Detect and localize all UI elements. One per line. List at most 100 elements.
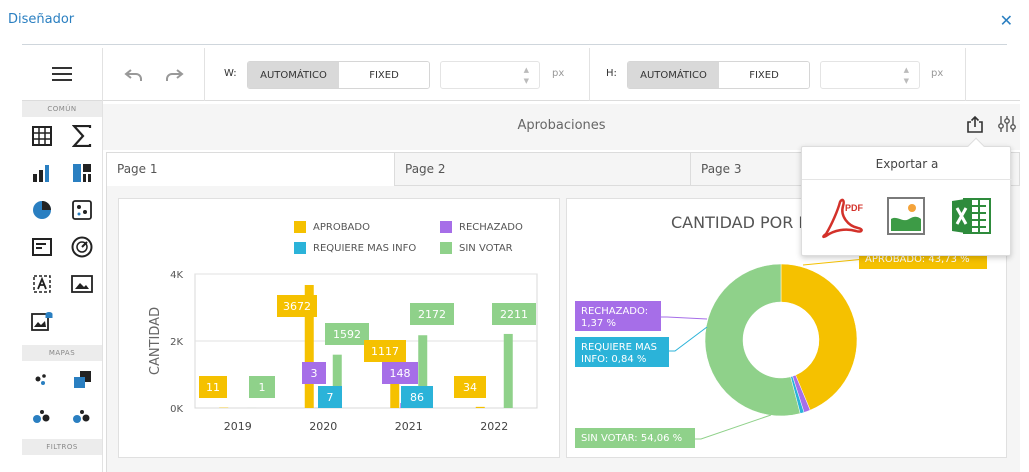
legend-swatch (440, 242, 452, 254)
text-box-icon[interactable] (22, 265, 62, 302)
slice-label: SIN VOTAR: 54,06 % (581, 433, 682, 444)
height-fixed-button[interactable]: FIXED (719, 62, 809, 88)
slice-label-box (575, 337, 669, 367)
excel-icon[interactable] (950, 196, 992, 236)
bound-image-icon[interactable] (22, 302, 62, 339)
legend-item-rechazado[interactable]: RECHAZADO (440, 221, 523, 233)
sidebar-divider (102, 101, 103, 472)
decrement-icon[interactable]: ▼ (903, 77, 909, 85)
image-export-icon[interactable] (887, 197, 925, 235)
toolbar-divider (204, 48, 205, 101)
width-mode-toggle: AUTOMÁTICO FIXED (247, 61, 430, 89)
dashboard-title-bar: Aprobaciones (103, 104, 1020, 150)
width-fixed-button[interactable]: FIXED (339, 62, 429, 88)
title-divider (22, 44, 1007, 45)
y-tick-label: 2K (170, 337, 183, 348)
data-label: 3672 (283, 300, 311, 313)
slice-label-box (575, 301, 661, 331)
height-input[interactable]: ▲ ▼ (820, 61, 920, 89)
height-mode-toggle: AUTOMÁTICO FIXED (627, 61, 810, 89)
bar (390, 370, 400, 408)
export-icon[interactable] (966, 115, 984, 133)
legend-item-aprobado[interactable]: APROBADO (294, 221, 370, 233)
width-automatic-button[interactable]: AUTOMÁTICO (248, 62, 339, 88)
section-header-filtros: FILTROS (22, 439, 102, 455)
pie-map-icon[interactable] (62, 398, 102, 435)
bar-chart-icon[interactable] (22, 154, 62, 191)
pie-chart-title: CANTIDAD POR E (671, 213, 809, 232)
width-input[interactable]: ▲ ▼ (440, 61, 540, 89)
legend-item-sin-votar[interactable]: SIN VOTAR (440, 242, 513, 254)
bar-chart-panel[interactable]: APROBADO RECHAZADO REQUIERE MAS INFO SIN… (118, 198, 560, 458)
sum-icon[interactable] (62, 117, 102, 154)
tab-page-2[interactable]: Page 2 (394, 152, 690, 186)
decrement-icon[interactable]: ▼ (523, 77, 529, 85)
grid-icon[interactable] (22, 117, 62, 154)
data-label: 2172 (418, 308, 446, 321)
data-label: 1117 (371, 345, 399, 358)
legend-swatch (294, 221, 306, 233)
y-tick-label: 0K (170, 404, 183, 415)
height-unit: px (931, 68, 944, 79)
data-label: 148 (390, 367, 411, 380)
data-label-box (318, 386, 342, 408)
image-icon[interactable] (62, 265, 102, 302)
card-icon[interactable] (22, 228, 62, 265)
y-tick-label: 4K (170, 270, 183, 281)
data-label: 86 (410, 391, 424, 404)
legend-swatch (294, 242, 306, 254)
x-tick-label: 2019 (224, 420, 252, 433)
data-label-box (410, 303, 454, 325)
data-label-box (382, 362, 418, 384)
x-tick-label: 2022 (480, 420, 508, 433)
scatter-icon[interactable] (62, 191, 102, 228)
dot-map-icon[interactable] (22, 361, 62, 398)
data-label: 1 (259, 381, 266, 394)
leader-line (669, 326, 708, 352)
bubble-map-icon[interactable] (22, 398, 62, 435)
legend-item-requiere[interactable]: REQUIERE MAS INFO (294, 242, 416, 254)
width-label: W: (224, 68, 237, 79)
gauge-icon[interactable] (62, 228, 102, 265)
data-label: 7 (327, 391, 334, 404)
undo-icon[interactable] (124, 67, 144, 83)
pie-chart-icon[interactable] (22, 191, 62, 228)
slice-label: RECHAZADO: (581, 306, 648, 317)
data-label-box (325, 323, 369, 345)
bar (304, 284, 314, 408)
item-toolbox: COMÚN (22, 101, 102, 472)
data-label-box (249, 376, 275, 398)
donut-slice (704, 263, 801, 417)
bar (475, 406, 485, 408)
bar (503, 333, 513, 408)
pdf-icon[interactable]: PDF (820, 196, 864, 240)
menu-icon[interactable] (52, 67, 72, 81)
choropleth-map-icon[interactable] (62, 361, 102, 398)
data-label-box (492, 303, 536, 325)
redo-icon[interactable] (164, 67, 184, 83)
export-popup-title: Exportar a (875, 157, 939, 171)
bar (418, 335, 428, 408)
legend-label: APROBADO (313, 221, 370, 233)
tab-page-1[interactable]: Page 1 (106, 152, 394, 186)
legend-swatch (440, 221, 452, 233)
height-automatic-button[interactable]: AUTOMÁTICO (628, 62, 719, 88)
legend-label: SIN VOTAR (459, 242, 513, 254)
increment-icon[interactable]: ▲ (523, 66, 529, 74)
close-icon[interactable]: ✕ (999, 11, 1013, 30)
window-titlebar: Diseñador ✕ (0, 0, 1029, 44)
section-header-mapas: MAPAS (22, 345, 102, 361)
increment-icon[interactable]: ▲ (903, 66, 909, 74)
data-label-box (302, 362, 326, 384)
legend-label: RECHAZADO (459, 221, 523, 233)
data-label-box (199, 376, 227, 398)
legend-label: REQUIERE MAS INFO (313, 242, 417, 254)
window-title: Diseñador (8, 12, 75, 27)
parameters-icon[interactable] (997, 115, 1017, 133)
treemap-icon[interactable] (62, 154, 102, 191)
dashboard-title: Aprobaciones (517, 118, 606, 133)
export-popup: Exportar a PDF (801, 137, 1012, 256)
x-tick-label: 2021 (395, 420, 423, 433)
data-label: 34 (463, 381, 477, 394)
x-tick-label: 2020 (309, 420, 337, 433)
